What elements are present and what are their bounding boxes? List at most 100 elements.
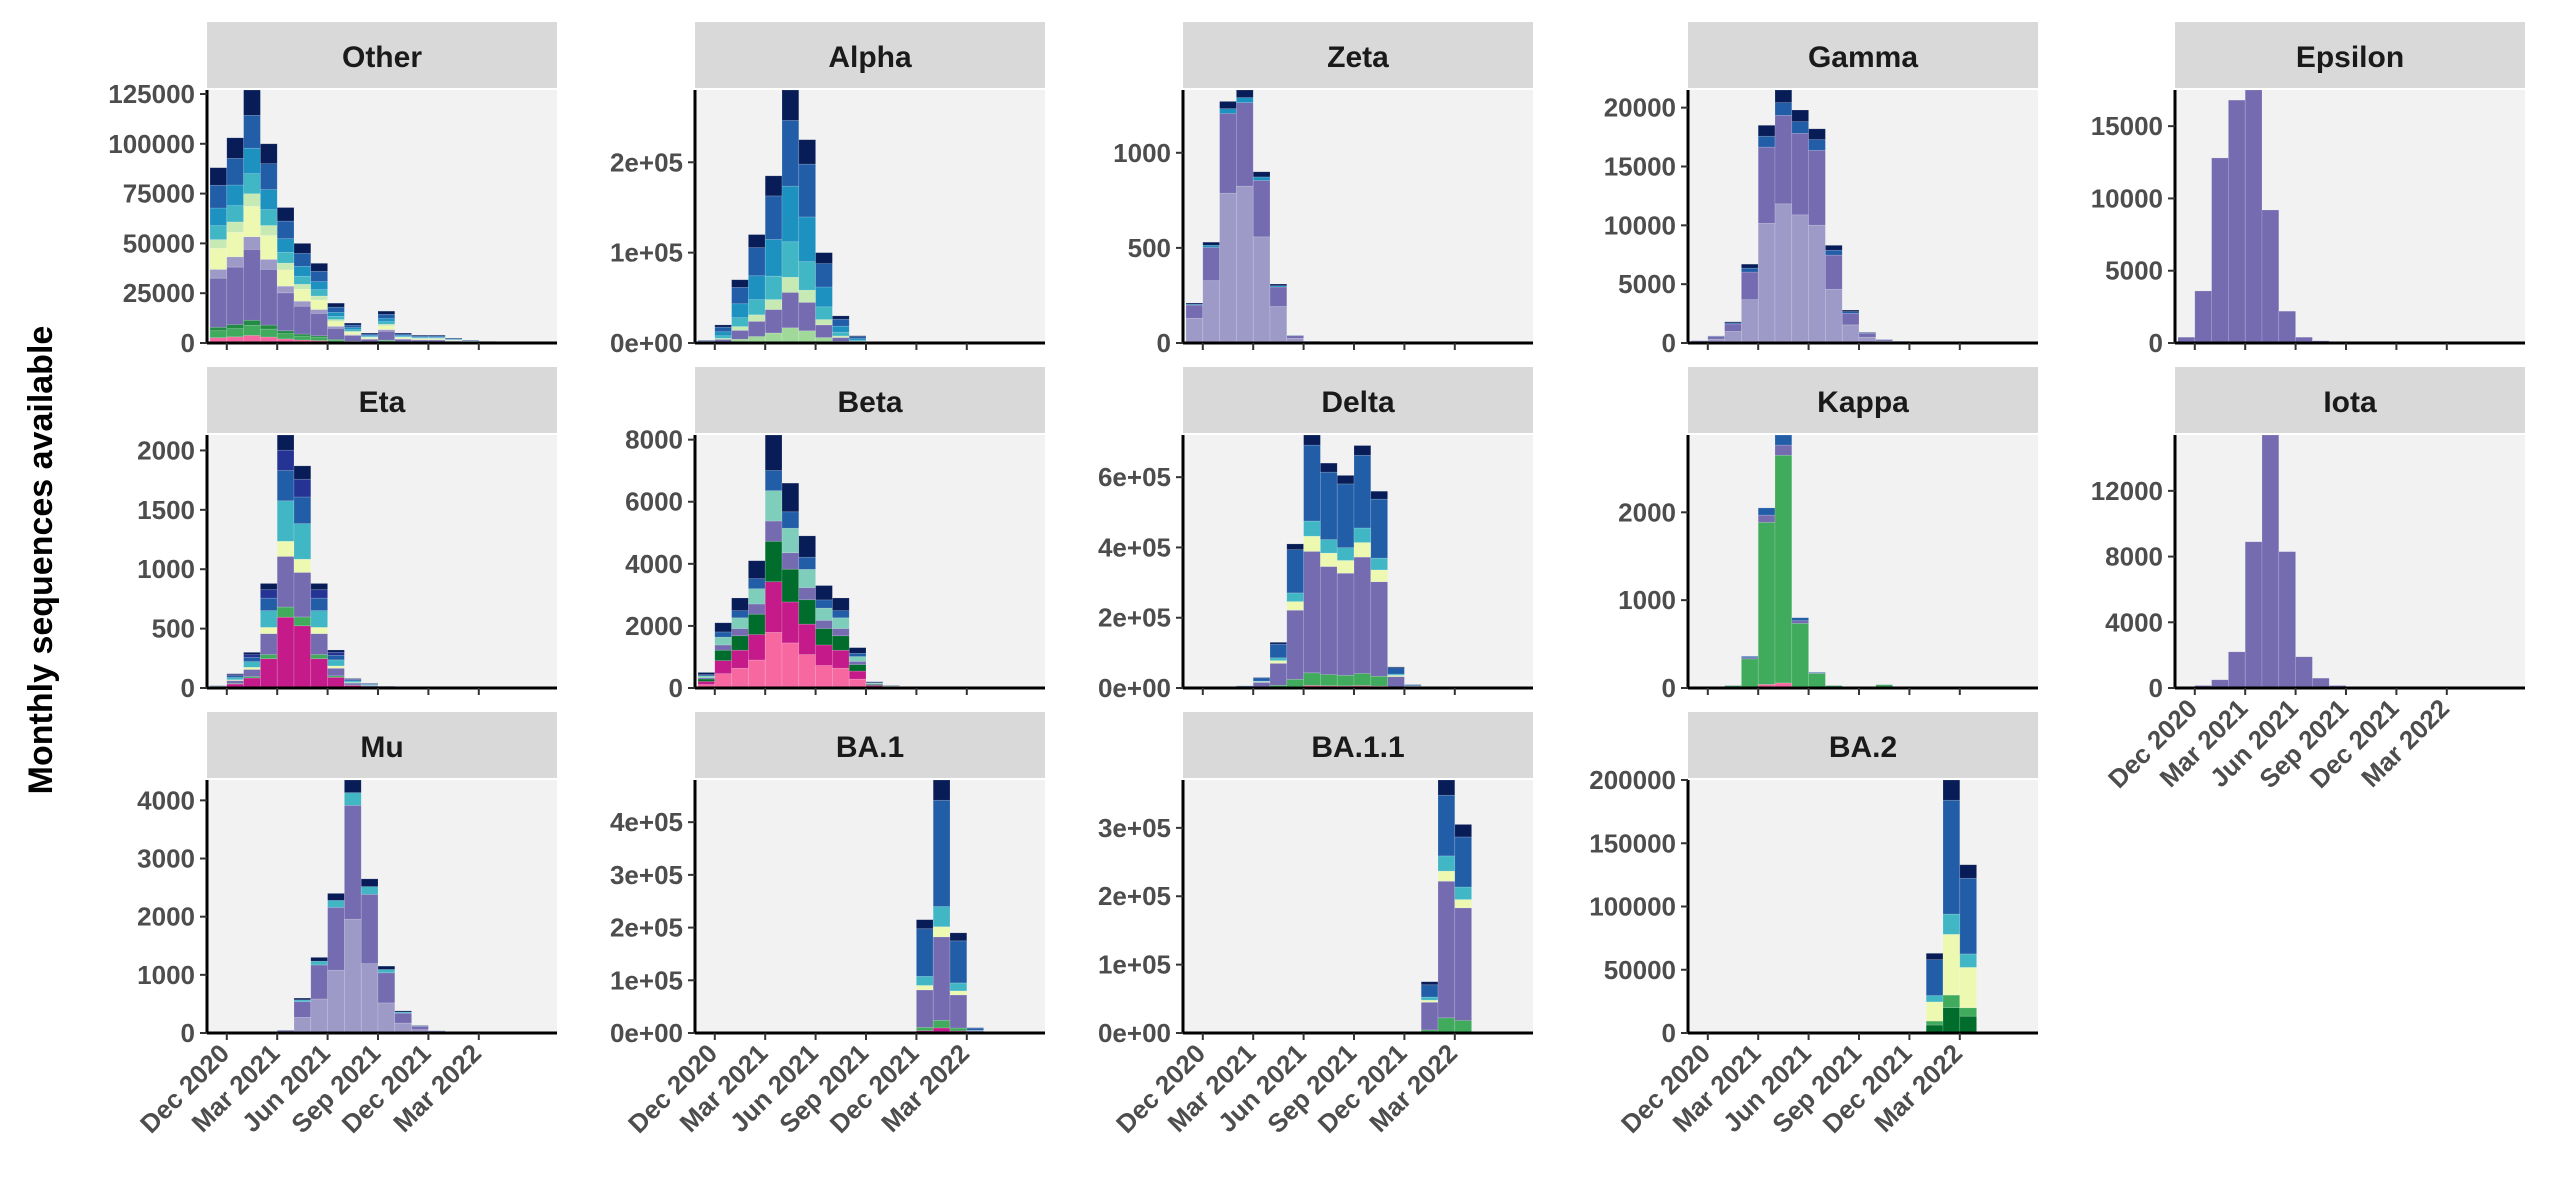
bar-segment	[310, 309, 328, 314]
bar-segment	[1303, 535, 1321, 552]
bar-segment	[815, 306, 833, 320]
strip	[2175, 22, 2525, 88]
bar-segment	[1808, 224, 1826, 344]
bar-segment	[748, 603, 766, 615]
bar-segment	[848, 670, 867, 680]
bar-segment	[731, 628, 749, 637]
bar-segment	[243, 324, 261, 336]
y-tick-label: 5000	[1618, 269, 1676, 299]
bar-segment	[1320, 674, 1338, 687]
bar-segment	[243, 652, 261, 655]
bar-segment	[360, 963, 379, 1034]
bar-segment	[1286, 543, 1304, 550]
bar-segment	[1454, 836, 1472, 888]
y-tick-label: 500	[1128, 233, 1171, 263]
bar-segment	[731, 330, 749, 340]
bar-segment	[764, 239, 783, 277]
bar-segment	[260, 589, 278, 599]
panel-title: Epsilon	[2296, 41, 2404, 74]
bar-segment	[2244, 89, 2263, 344]
bar-segment	[1959, 953, 1977, 968]
bar-segment	[781, 511, 800, 529]
bar-segment	[260, 209, 278, 226]
bar-segment	[764, 175, 783, 197]
y-tick-label: 4000	[625, 549, 683, 579]
bar-segment	[781, 568, 800, 603]
bar-segment	[2261, 434, 2280, 689]
bar-segment	[1269, 643, 1288, 659]
bar-segment	[260, 225, 278, 236]
bar-segment	[2261, 209, 2280, 344]
bar-segment	[1269, 663, 1288, 686]
bar-segment	[344, 804, 362, 920]
y-tick-label: 0e+00	[610, 328, 683, 358]
bar-segment	[764, 195, 783, 240]
bar-segment	[1370, 581, 1388, 677]
bar-segment	[832, 318, 850, 327]
y-tick-label: 2000	[1618, 497, 1676, 527]
bar-segment	[377, 965, 396, 970]
bar-segment	[1454, 899, 1472, 909]
bar-segment	[293, 243, 312, 254]
bar-segment	[1202, 280, 1220, 344]
bar-segment	[1724, 323, 1742, 332]
bar-segment	[260, 324, 278, 330]
bar-segment	[310, 960, 328, 966]
bar-segment	[293, 1001, 312, 1018]
panel-eta: Eta 0 500 1000 1500 2000	[137, 367, 557, 703]
bar-segment	[260, 328, 278, 338]
bar-segment	[1741, 656, 1759, 658]
panel-background	[1688, 780, 2038, 1033]
bar-segment	[815, 263, 833, 288]
panel-zeta: Zeta 0 500 1000	[1113, 22, 1533, 358]
bar-segment	[310, 583, 328, 591]
bar-segment	[1707, 336, 1725, 340]
y-tick-label: 4e+05	[1098, 532, 1171, 562]
bar-segment	[1437, 870, 1456, 882]
bar-segment	[764, 632, 783, 689]
bar-segment	[1303, 444, 1321, 522]
bar-segment	[276, 616, 295, 689]
bar-segment	[327, 677, 345, 689]
bar-segment	[209, 330, 228, 339]
y-tick-label: 100000	[108, 129, 195, 159]
bar-segment	[260, 597, 278, 611]
bar-segment	[327, 659, 345, 667]
bar-segment	[1437, 880, 1456, 1019]
panel-title: Gamma	[1808, 41, 1918, 74]
bar-segment	[815, 286, 833, 308]
y-tick-label: 1000	[137, 960, 195, 990]
y-tick-label: 0	[2149, 328, 2163, 358]
bar-segment	[949, 932, 968, 942]
y-tick-label: 1000	[1618, 585, 1676, 615]
strip	[2175, 367, 2525, 433]
bar-segment	[714, 324, 732, 328]
bar-segment	[1420, 984, 1439, 998]
bar-segment	[1219, 192, 1237, 344]
bar-segment	[1791, 617, 1809, 621]
bar-segment	[848, 652, 867, 657]
panel-title: BA.2	[1829, 731, 1897, 764]
bar-segment	[832, 325, 850, 333]
bar-segment	[1252, 176, 1271, 181]
bar-segment	[1370, 557, 1388, 571]
bar-segment	[310, 270, 328, 282]
bar-segment	[748, 247, 766, 277]
bar-segment	[243, 319, 261, 326]
bar-segment	[209, 277, 228, 328]
bar-segment	[1336, 572, 1355, 676]
bar-segment	[260, 654, 278, 660]
bar-segment	[1774, 89, 1793, 103]
bar-segment	[428, 334, 446, 337]
bar-segment	[1791, 623, 1809, 687]
y-tick-label: 50000	[123, 228, 195, 258]
bar-segment	[731, 317, 749, 327]
bar-segment	[1353, 445, 1372, 456]
bar-segment	[276, 500, 295, 542]
bar-segment	[360, 893, 379, 964]
y-axis-title: Monthly sequences available	[22, 326, 60, 795]
bar-segment	[798, 599, 816, 625]
bar-segment	[1269, 657, 1288, 661]
bar-segment	[2244, 541, 2263, 689]
bar-segment	[1236, 97, 1254, 103]
